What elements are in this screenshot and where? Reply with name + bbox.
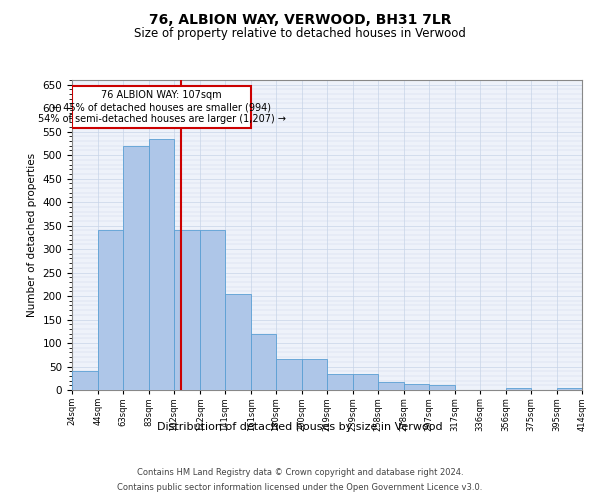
Bar <box>72 86 251 128</box>
Bar <box>353 374 378 390</box>
Bar <box>149 138 174 390</box>
Bar <box>200 230 225 390</box>
Bar <box>98 230 123 390</box>
Text: 76, ALBION WAY, VERWOOD, BH31 7LR: 76, ALBION WAY, VERWOOD, BH31 7LR <box>149 12 451 26</box>
Bar <box>506 388 531 390</box>
Text: 54% of semi-detached houses are larger (1,207) →: 54% of semi-detached houses are larger (… <box>38 114 286 124</box>
Bar <box>302 360 327 390</box>
Bar <box>327 374 353 390</box>
Text: 76 ALBION WAY: 107sqm: 76 ALBION WAY: 107sqm <box>101 90 222 100</box>
Bar <box>378 382 404 390</box>
Bar <box>72 371 98 390</box>
Text: Distribution of detached houses by size in Verwood: Distribution of detached houses by size … <box>157 422 443 432</box>
Bar <box>174 230 200 390</box>
Text: Size of property relative to detached houses in Verwood: Size of property relative to detached ho… <box>134 28 466 40</box>
Bar <box>251 334 276 390</box>
Text: Contains HM Land Registry data © Crown copyright and database right 2024.: Contains HM Land Registry data © Crown c… <box>137 468 463 477</box>
Bar <box>123 146 149 390</box>
Text: Contains public sector information licensed under the Open Government Licence v3: Contains public sector information licen… <box>118 483 482 492</box>
Bar <box>404 384 429 390</box>
Text: ← 45% of detached houses are smaller (994): ← 45% of detached houses are smaller (99… <box>52 102 271 112</box>
Bar <box>276 360 302 390</box>
Y-axis label: Number of detached properties: Number of detached properties <box>27 153 37 317</box>
Bar <box>429 386 455 390</box>
Bar <box>225 294 251 390</box>
Bar <box>557 388 582 390</box>
